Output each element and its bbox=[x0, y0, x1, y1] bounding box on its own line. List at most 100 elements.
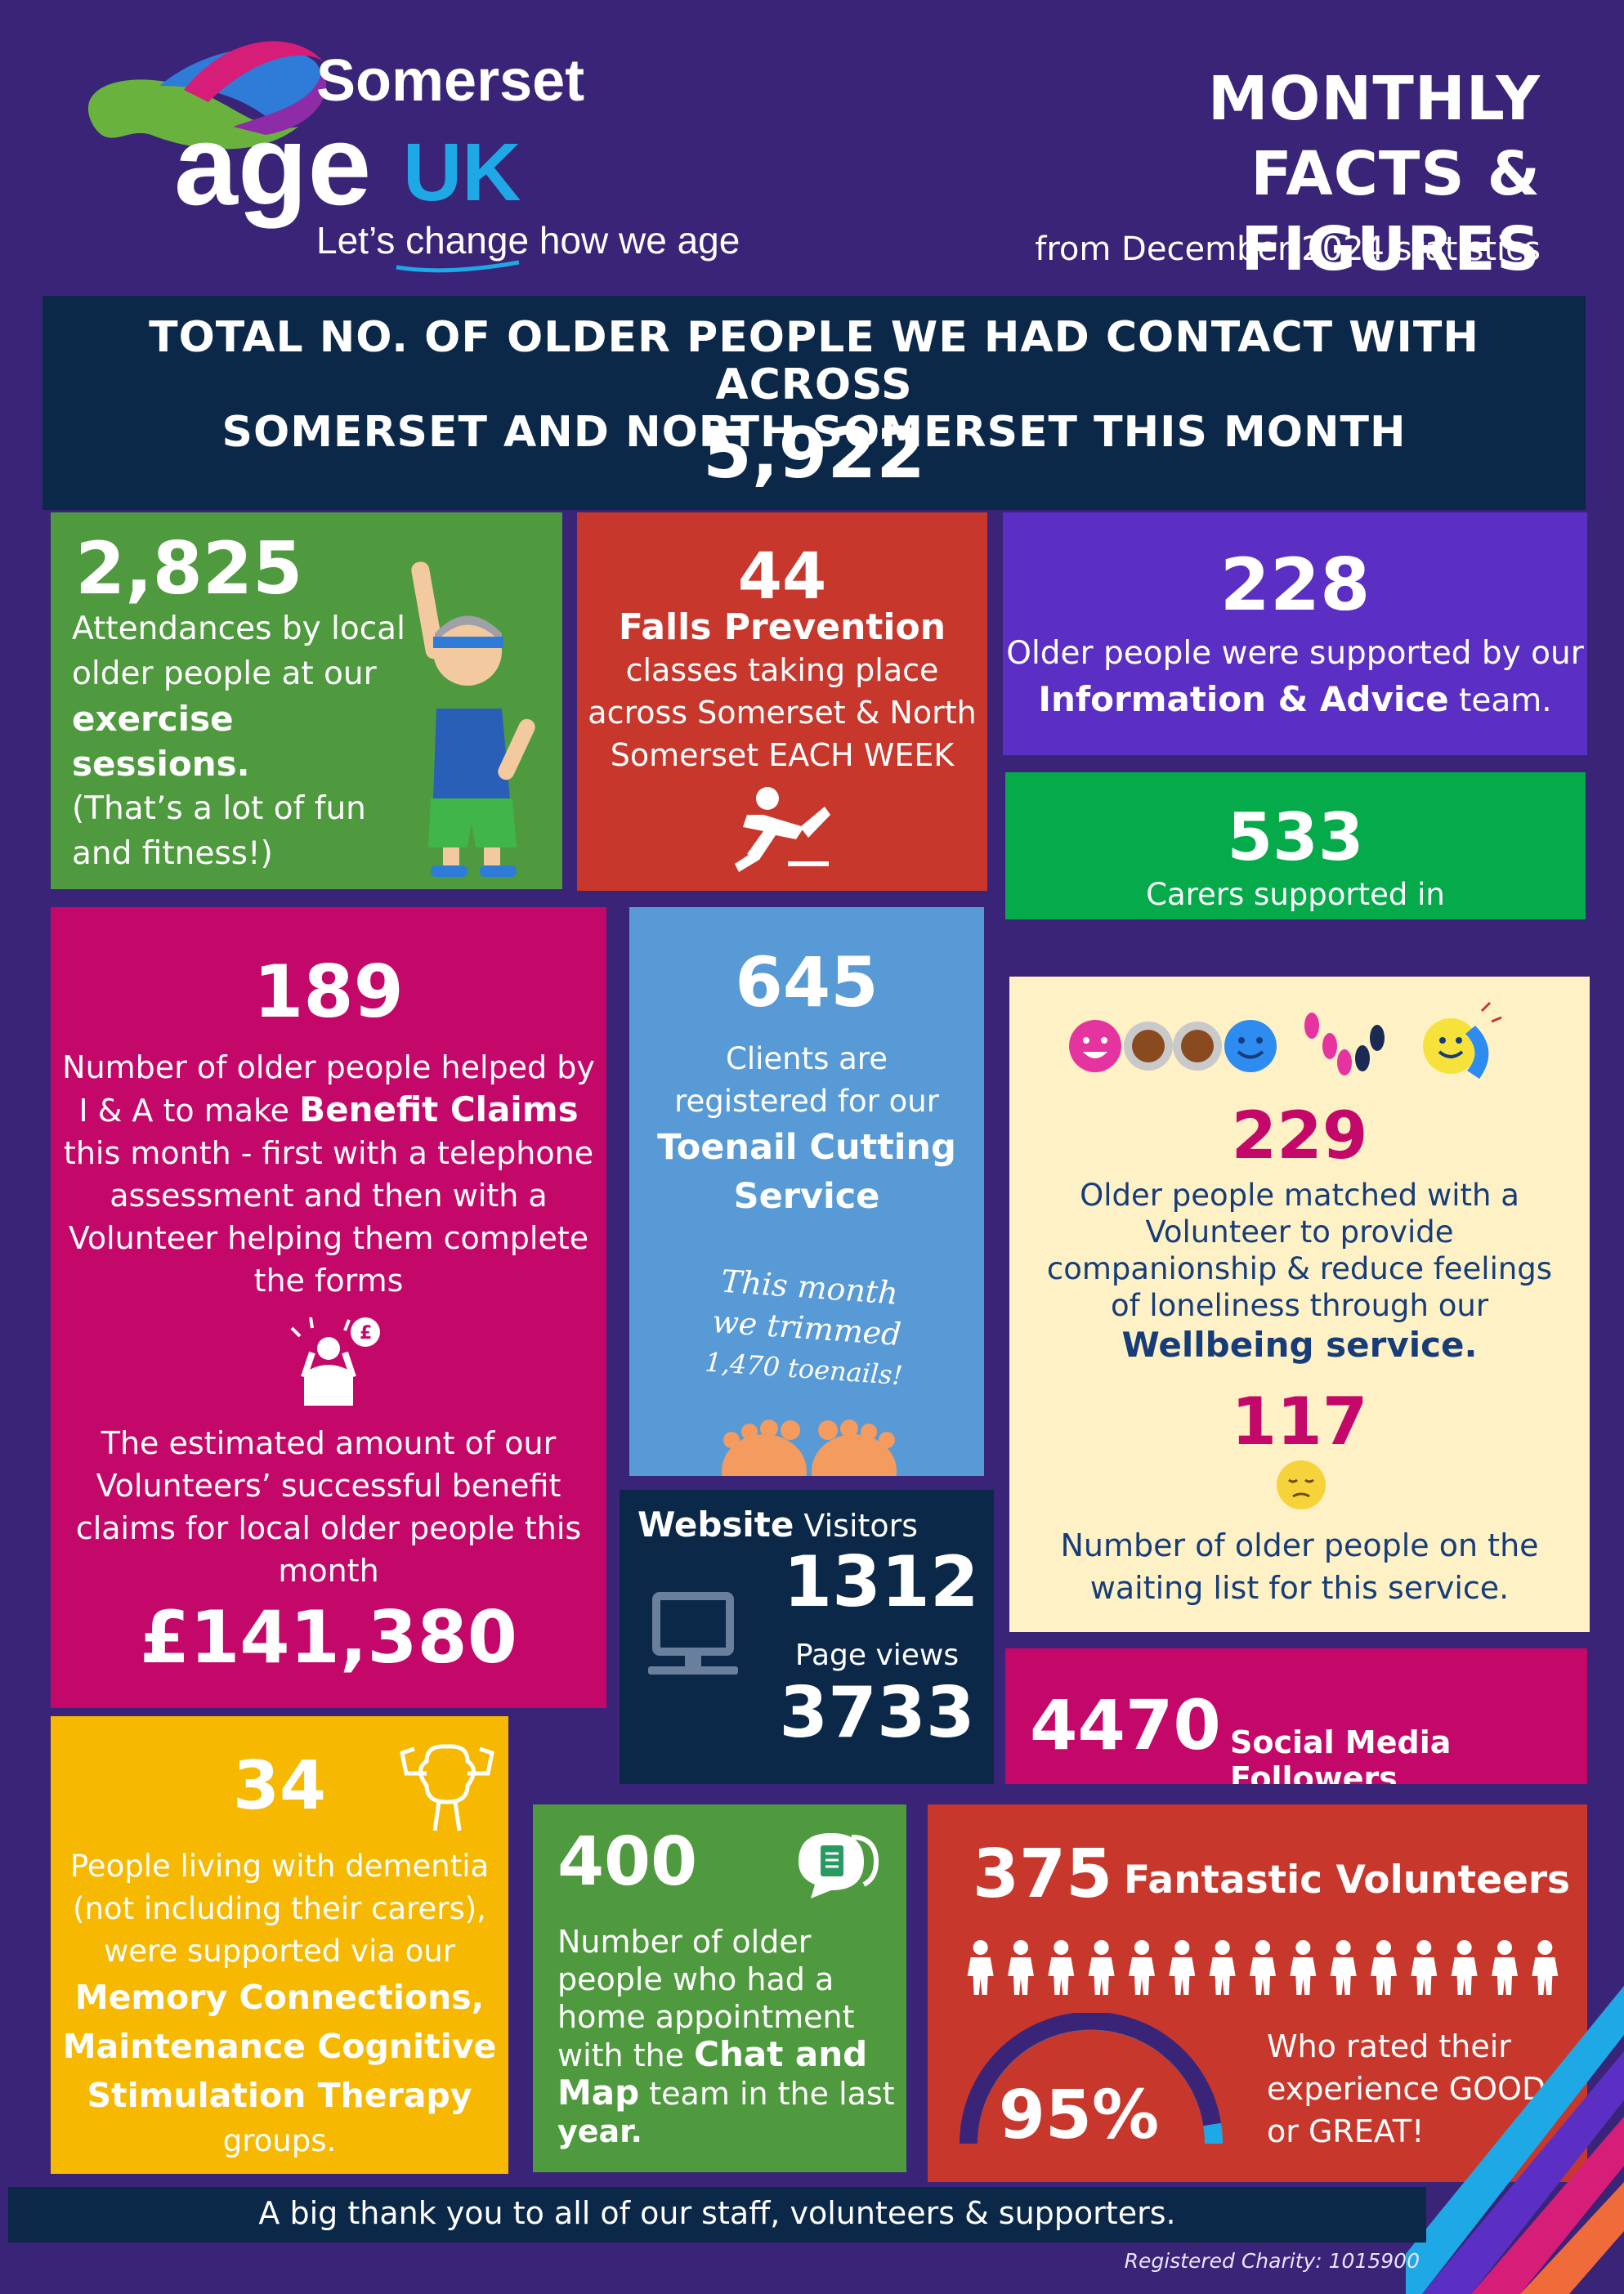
logo-age: age bbox=[174, 101, 371, 229]
logo-somerset: Somerset bbox=[316, 48, 584, 114]
volunteer-person-icon bbox=[1129, 1940, 1155, 1995]
info-advice-value: 228 bbox=[1219, 543, 1371, 627]
exercising-man-icon bbox=[411, 561, 535, 877]
toenail-tile: 645 Clients are registered for our Toena… bbox=[629, 907, 984, 1476]
volunteer-person-icon bbox=[1048, 1940, 1075, 1995]
satisfaction-gauge bbox=[959, 2013, 1223, 2144]
volunteer-person-icon bbox=[1330, 1940, 1357, 1995]
dementia-value: 34 bbox=[232, 1747, 327, 1825]
chat-value: 400 bbox=[557, 1823, 698, 1901]
total-contact-banner: TOTAL NO. OF OLDER PEOPLE WE HAD CONTACT… bbox=[43, 296, 1586, 510]
footprints-icon bbox=[1304, 1013, 1385, 1075]
feet-icon bbox=[722, 1420, 897, 1476]
wellbeing-line3: companionship & reduce feelings bbox=[1046, 1251, 1553, 1286]
header-subtitle: from December 2024 statistics bbox=[1035, 230, 1541, 268]
header-title-line2: FACTS & FIGURES bbox=[1241, 139, 1541, 284]
carers-text: Carers supported in bbox=[1005, 877, 1586, 913]
exercise-line1: Attendances by local bbox=[72, 610, 405, 647]
dementia-text: People living with dementia (not includi… bbox=[51, 1845, 508, 2162]
volunteer-person-icon bbox=[1411, 1940, 1438, 1995]
wellbeing-line1: Older people matched with a bbox=[1080, 1178, 1519, 1213]
dementia-line2: (not including their carers), bbox=[73, 1891, 486, 1926]
total-label-line1: TOTAL NO. OF OLDER PEOPLE WE HAD CONTACT… bbox=[149, 313, 1479, 409]
waiting-line1: Number of older people on the bbox=[1060, 1527, 1539, 1563]
benefit-line2-pre: I & A to make bbox=[78, 1093, 300, 1129]
people-row-icon bbox=[967, 1940, 1559, 1995]
exercise-value: 2,825 bbox=[75, 526, 303, 610]
exercise-text: Attendances by local older people at our… bbox=[72, 606, 407, 876]
wellbeing-value: 229 bbox=[1231, 1098, 1368, 1174]
volunteer-person-icon bbox=[1088, 1940, 1115, 1995]
volunteer-person-icon bbox=[1371, 1940, 1397, 1995]
toenail-text: Clients are registered for our Toenail C… bbox=[629, 1038, 984, 1221]
computer-icon bbox=[648, 1592, 738, 1675]
falls-value: 44 bbox=[737, 540, 827, 614]
benefit-amount: £141,380 bbox=[139, 1595, 518, 1679]
strong-brain-icon bbox=[400, 1744, 494, 1831]
benefit-est4: month bbox=[278, 1553, 379, 1589]
falls-bold: Falls Prevention bbox=[618, 606, 946, 648]
benefit-tile: 189 Number of older people helped by I &… bbox=[51, 907, 606, 1708]
info-advice-tile: 228 Older people were supported by our I… bbox=[1003, 512, 1587, 755]
logo-uk: UK bbox=[403, 127, 521, 218]
toenail-handwritten: This month we trimmed 1,470 toenails! bbox=[629, 1254, 984, 1402]
benefit-line4: assessment and then with a bbox=[110, 1178, 548, 1214]
chat-map-icon bbox=[799, 1833, 879, 1898]
volunteers-rated-text: Who rated their experience GOOD or GREAT… bbox=[1267, 2025, 1577, 2153]
wellbeing-tile: 229 Older people matched with a Voluntee… bbox=[1009, 977, 1590, 1632]
volunteers-rated1: Who rated their bbox=[1267, 2028, 1511, 2064]
header-title: MONTHLY FACTS & FIGURES bbox=[969, 61, 1541, 287]
chat-text: Number of older people who had a home ap… bbox=[557, 1923, 901, 2150]
volunteer-person-icon bbox=[1250, 1940, 1276, 1995]
dementia-tile: 34 People living with dementia (not incl… bbox=[51, 1716, 508, 2174]
falls-text: Falls Prevention classes taking place ac… bbox=[577, 606, 987, 776]
exercise-line2: older people at our bbox=[72, 655, 377, 692]
benefit-est2: Volunteers’ successful benefit bbox=[96, 1468, 561, 1504]
benefit-line1: Number of older people helped by bbox=[62, 1049, 595, 1085]
footer-banner: A big thank you to all of our staff, vol… bbox=[8, 2187, 1426, 2243]
chat-line5-tail: team in the last bbox=[639, 2076, 895, 2112]
benefit-line2-bold: Benefit Claims bbox=[299, 1089, 579, 1129]
falls-line1: classes taking place bbox=[625, 652, 939, 688]
chat-line5-bold: Map bbox=[557, 2073, 640, 2113]
waiting-line2: waiting list for this service. bbox=[1089, 1570, 1510, 1606]
age-uk-logo: Somerset age UK Let’s change how we age bbox=[69, 37, 740, 274]
dementia-bold3: Stimulation Therapy bbox=[87, 2076, 472, 2115]
volunteer-person-icon bbox=[1451, 1940, 1478, 1995]
website-visitors: 1312 bbox=[783, 1541, 979, 1623]
falling-person-icon bbox=[735, 787, 830, 872]
social-value: 4470 bbox=[1030, 1685, 1221, 1765]
falls-line3: Somerset EACH WEEK bbox=[610, 737, 955, 773]
header-title-line1: MONTHLY bbox=[1207, 64, 1541, 134]
wellbeing-text: Older people matched with a Volunteer to… bbox=[1009, 1177, 1590, 1366]
smiley-faces-icon bbox=[1069, 1001, 1502, 1079]
toenail-line2: registered for our bbox=[674, 1084, 939, 1119]
waiting-text: Number of older people on the waiting li… bbox=[1009, 1524, 1590, 1609]
exercise-tile: 2,825 Attendances by local older people … bbox=[51, 512, 562, 889]
toenail-line1: Clients are bbox=[726, 1041, 888, 1076]
falls-line2: across Somerset & North bbox=[588, 695, 977, 731]
total-label-line2: SOMERSET AND NORTH SOMERSET THIS MONTH bbox=[221, 408, 1407, 457]
volunteer-person-icon bbox=[1169, 1940, 1196, 1995]
wellbeing-line4: of loneliness through our bbox=[1110, 1288, 1489, 1323]
benefit-est3: claims for local older people this bbox=[75, 1510, 582, 1546]
volunteers-label: Fantastic Volunteers bbox=[1124, 1858, 1570, 1903]
chat-line1: Number of older bbox=[557, 1924, 812, 1960]
carers-line1: Carers supported in bbox=[1146, 877, 1445, 912]
sad-face-icon bbox=[1277, 1460, 1326, 1509]
chat-line2: people who had a bbox=[557, 1961, 834, 1997]
wellbeing-line2: Volunteer to provide bbox=[1145, 1214, 1454, 1250]
falls-tile: 44 Falls Prevention classes taking place… bbox=[577, 512, 987, 891]
website-tile: Website Visitors 1312 Page views 3733 bbox=[620, 1490, 994, 1784]
chat-line4-pre: with the bbox=[557, 2037, 695, 2073]
volunteer-person-icon bbox=[1492, 1940, 1518, 1995]
volunteers-rated2: experience GOOD bbox=[1267, 2071, 1546, 2107]
volunteers-value: 375 bbox=[973, 1836, 1113, 1913]
social-tile: 4470 Social Media Followers bbox=[1005, 1648, 1587, 1784]
website-label: Website Visitors bbox=[638, 1505, 918, 1545]
carers-tile: 533 Carers supported in bbox=[1005, 772, 1586, 919]
info-advice-text: Older people were supported by our Infor… bbox=[1003, 631, 1587, 724]
svg-text:£: £ bbox=[360, 1323, 372, 1344]
wellbeing-bold: Wellbeing service. bbox=[1121, 1325, 1478, 1365]
money-worry-icon: £ bbox=[290, 1317, 380, 1406]
